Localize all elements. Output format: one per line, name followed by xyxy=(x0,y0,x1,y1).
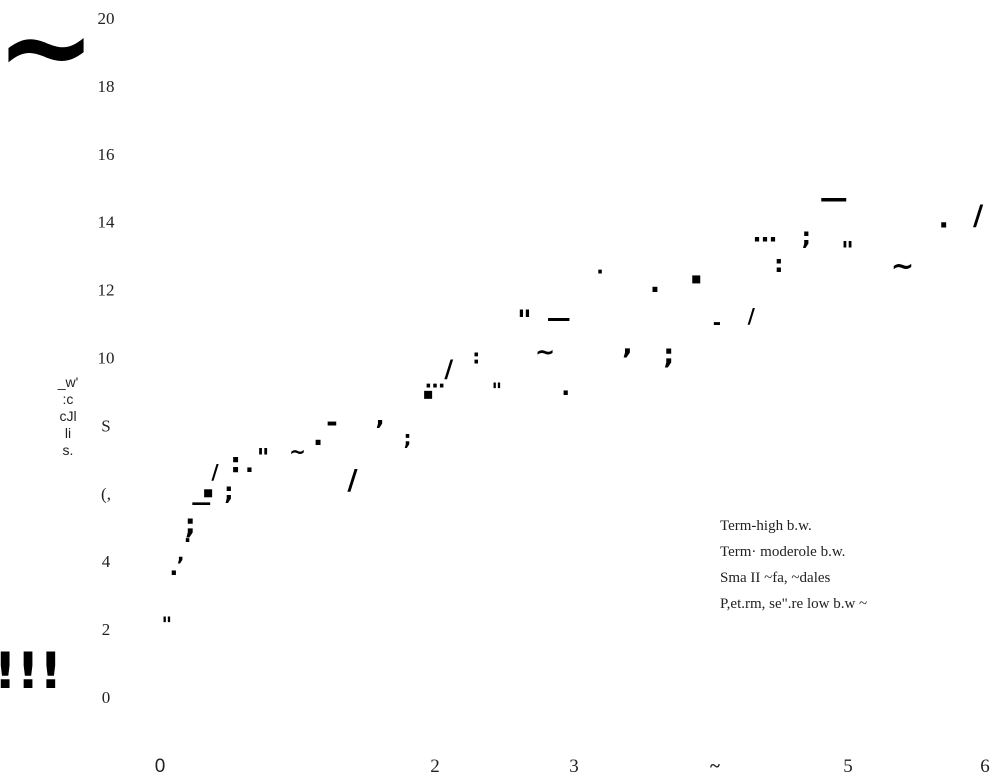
data-point: · xyxy=(561,379,570,407)
data-point: - xyxy=(713,311,721,335)
legend: Term-high b.w. Term· moderole b.w. Sma II … xyxy=(720,518,867,612)
data-point: . xyxy=(650,266,661,299)
data-point: , xyxy=(177,541,185,565)
data-point: , xyxy=(622,327,633,360)
x-tick-label: 0 xyxy=(155,756,166,777)
legend-entry: P,et.rm, se".re low b.w ~ xyxy=(720,596,867,612)
data-point: " xyxy=(162,613,172,637)
y-tick-label: (, xyxy=(101,484,111,503)
legend-entry: Sma II ~fa, ~dales xyxy=(720,570,831,586)
data-point: / xyxy=(973,198,984,231)
y-tick-label: 18 xyxy=(98,77,115,96)
y-tick-label: S xyxy=(101,416,110,435)
y-axis-label-fragment: :c xyxy=(63,391,74,407)
y-tick-label: 12 xyxy=(98,281,115,300)
data-point: " xyxy=(492,378,502,402)
data-point: … xyxy=(425,368,445,392)
data-point: : xyxy=(230,446,241,479)
data-point: / xyxy=(211,460,219,484)
scatter-points: "·;/" · ;/"·;/,: ~,: ~,: ~—.-…—.-…—·;/" ·;/"· xyxy=(162,181,984,636)
y-tick-label: 4 xyxy=(102,552,111,571)
y-tick-label: 20 xyxy=(98,9,115,28)
data-point: " xyxy=(257,443,270,471)
data-point: ; xyxy=(404,426,412,450)
data-point: … xyxy=(753,219,777,247)
data-point: - xyxy=(326,405,338,438)
y-tick-label: 10 xyxy=(98,349,115,368)
data-point: — xyxy=(820,181,848,214)
y-tick-label: 14 xyxy=(98,213,116,232)
data-point xyxy=(424,390,433,399)
data-point: · xyxy=(938,208,949,241)
data-point: ; xyxy=(663,338,674,371)
y-axis-label-fragment: _w' xyxy=(57,374,79,390)
data-point: ~ xyxy=(891,249,914,282)
data-point xyxy=(692,275,701,284)
data-point: " xyxy=(841,236,854,264)
data-point: · xyxy=(313,426,324,459)
y-axis-label-fragment: li xyxy=(65,425,71,441)
annotation-mark: !!! xyxy=(0,642,62,700)
y-tick-label: 2 xyxy=(102,620,111,639)
data-point: ~ xyxy=(535,338,555,366)
annotation-mark: ~ xyxy=(0,0,96,117)
data-point: · xyxy=(169,559,178,587)
data-point: — xyxy=(547,304,571,332)
data-point: " xyxy=(517,304,532,337)
x-tick-label: 5 xyxy=(843,756,853,777)
annotations: ~!!! xyxy=(0,0,96,700)
data-point: ; xyxy=(185,507,196,540)
data-point: / xyxy=(347,463,358,496)
y-axis-label-fragment: s. xyxy=(63,442,74,458)
y-tick-label: 0 xyxy=(102,688,111,707)
y-tick-label: 16 xyxy=(98,145,115,164)
x-tick-label: 2 xyxy=(430,756,440,777)
legend-entry: Term· moderole b.w. xyxy=(720,544,845,560)
data-point: ; xyxy=(224,477,234,505)
x-axis-ticks: 0 2 3 ~5 6 xyxy=(155,756,990,777)
data-point: / xyxy=(748,304,756,328)
data-point: ; xyxy=(801,223,811,251)
data-point: : xyxy=(774,250,784,278)
data-point: / xyxy=(444,355,453,383)
data-point: · xyxy=(184,528,192,552)
data-point: ~ xyxy=(289,440,306,464)
data-point: : xyxy=(472,345,480,369)
data-point: , xyxy=(375,403,384,431)
x-tick-label: 3 xyxy=(569,756,579,777)
data-point: · xyxy=(596,260,604,284)
data-point: — xyxy=(191,490,211,514)
data-point: . xyxy=(245,450,254,478)
x-tick-label: 6 xyxy=(980,756,990,777)
data-point xyxy=(204,489,213,498)
legend-entry: Term-high b.w. xyxy=(720,518,812,534)
y-axis-label-fragment: cJl xyxy=(59,408,76,424)
x-tick-label: ~ xyxy=(710,756,720,777)
